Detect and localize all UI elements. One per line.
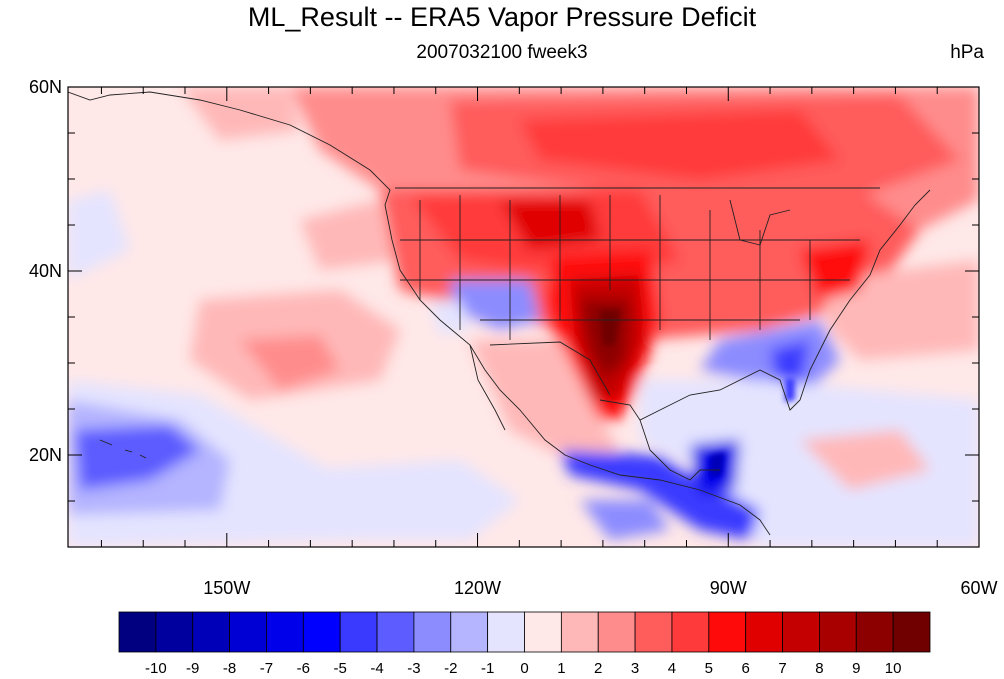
map-title: ML_Result -- ERA5 Vapor Pressure Deficit: [247, 2, 757, 32]
y-tick-label: 40N: [29, 261, 62, 281]
colorbar-swatch: [745, 611, 783, 653]
colorbar-label: 6: [742, 660, 750, 677]
y-tick-label: 60N: [29, 77, 62, 97]
colorbar-swatch: [266, 611, 304, 653]
colorbar-label: 9: [852, 660, 860, 677]
colorbar-swatch: [892, 611, 931, 653]
colorbar-label: -2: [444, 660, 457, 677]
colorbar-swatch: [413, 611, 452, 653]
colorbar-label: -3: [407, 660, 420, 677]
colorbar-swatch: [782, 611, 820, 653]
colorbar-label: 0: [520, 660, 528, 677]
colorbar: -10 -9 -8 -7 -6 -5 -4 -3 -2 -1 0 1 2 3 4 5 6 7 8 9 10: [118, 611, 931, 677]
colorbar-label: -5: [334, 660, 347, 677]
colorbar-swatch: [819, 611, 857, 653]
colorbar-swatch: [229, 611, 267, 653]
colorbar-label: 7: [778, 660, 786, 677]
colorbar-label: 3: [631, 660, 639, 677]
colorbar-label: -7: [260, 660, 273, 677]
colorbar-swatch: [671, 611, 710, 653]
colorbar-label: 10: [885, 660, 902, 677]
colorbar-swatch: [524, 611, 562, 653]
colorbar-label: -1: [481, 660, 494, 677]
colorbar-swatch: [487, 611, 525, 653]
units-label: hPa: [950, 42, 984, 63]
colorbar-label: -8: [223, 660, 236, 677]
x-tick-label: 120W: [454, 578, 501, 598]
colorbar-swatch: [155, 611, 194, 653]
y-tick-label: 20N: [29, 445, 62, 465]
colorbar-label: 2: [594, 660, 602, 677]
map-subtitle: 2007032100 fweek3: [416, 42, 588, 63]
colorbar-swatch: [339, 611, 378, 653]
colorbar-swatch: [708, 611, 747, 653]
colorbar-label: -6: [297, 660, 310, 677]
colorbar-label: -9: [186, 660, 199, 677]
coastline: [68, 91, 931, 536]
colorbar-label: 8: [815, 660, 823, 677]
x-tick-label: 60W: [960, 578, 997, 598]
colorbar-label: -10: [145, 660, 167, 677]
colorbar-swatch: [192, 611, 230, 653]
colorbar-swatch: [302, 611, 341, 653]
colorbar-swatch: [376, 611, 415, 653]
colorbar-label: -4: [370, 660, 383, 677]
x-tick-label: 150W: [203, 578, 250, 598]
colorbar-swatch: [450, 611, 489, 653]
colorbar-swatch: [560, 611, 599, 653]
colorbar-swatch: [118, 611, 157, 653]
vpd-field: [68, 87, 979, 547]
colorbar-swatch: [855, 611, 894, 653]
x-tick-label: 90W: [710, 578, 747, 598]
colorbar-label: 1: [557, 660, 565, 677]
y-axis: 60N 40N 20N: [29, 77, 979, 548]
colorbar-swatch: [597, 611, 636, 653]
colorbar-label: 5: [705, 660, 713, 677]
x-axis: 150W 120W 90W 60W: [100, 87, 998, 598]
colorbar-label: 4: [668, 660, 676, 677]
colorbar-swatch: [634, 611, 673, 653]
